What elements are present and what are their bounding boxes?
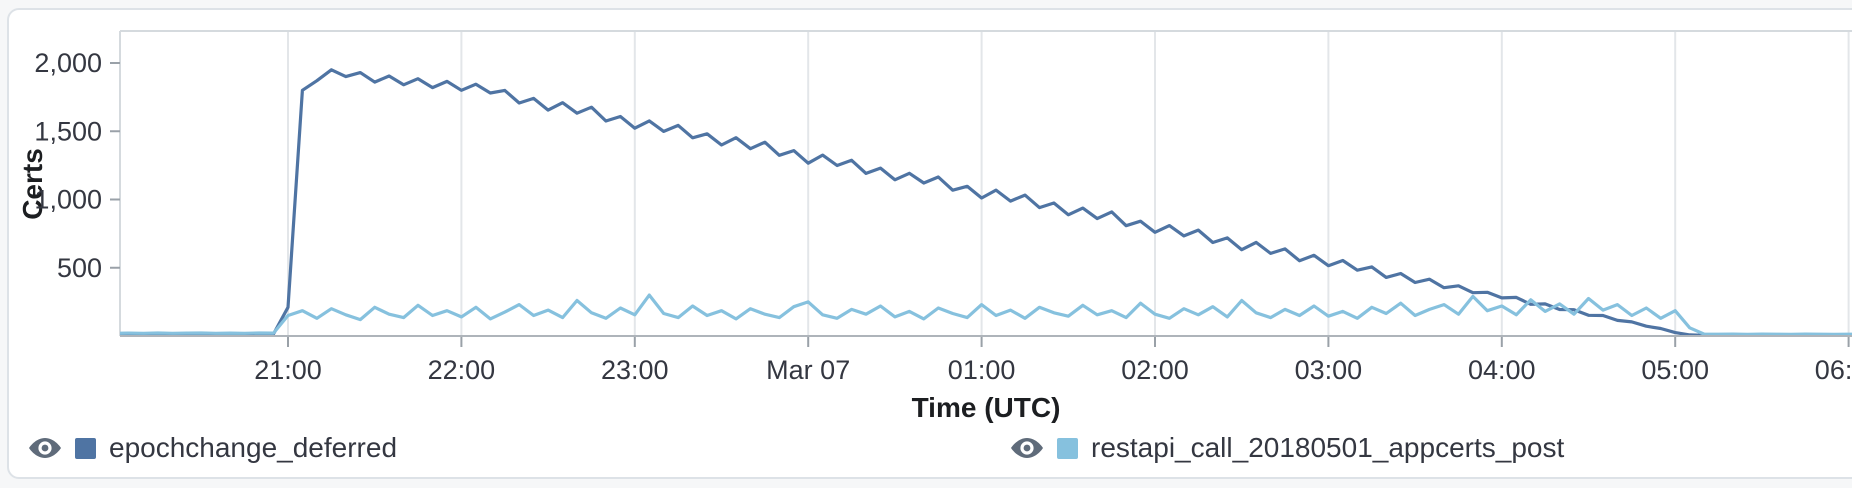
x-tick-label: 01:00 <box>948 355 1016 385</box>
series-line-restapi_call_20180501_appcerts_post <box>120 293 1852 336</box>
timeseries-chart[interactable]: 500 1,000 1,500 2,000 21:00 22:00 23:00 Mar 07 0… <box>0 0 1852 424</box>
x-tick-label: 06:00 <box>1815 355 1852 385</box>
x-tick-label: 22:00 <box>428 355 496 385</box>
x-tick-label: 23:00 <box>601 355 669 385</box>
legend-label: restapi_call_20180501_appcerts_post <box>1091 432 1565 463</box>
legend-swatch <box>1057 437 1078 459</box>
x-tick-label: 02:00 <box>1121 355 1189 385</box>
eye-icon[interactable] <box>28 437 62 459</box>
y-tick-label: 1,000 <box>34 185 102 215</box>
series-line-epochchange_deferred <box>120 68 1706 337</box>
y-tick-label: 1,500 <box>34 116 102 146</box>
y-tick-label: 500 <box>57 253 102 283</box>
x-tick-label: 04:00 <box>1468 355 1536 385</box>
x-tick-label: 05:00 <box>1641 355 1709 385</box>
eye-icon[interactable] <box>1010 437 1044 459</box>
legend-swatch <box>75 437 96 459</box>
legend-label: epochchange_deferred <box>109 432 398 463</box>
legend-item-restapi-call[interactable]: restapi_call_20180501_appcerts_post <box>1010 430 1564 466</box>
chart-panel <box>7 8 1852 479</box>
y-tick-label: 2,000 <box>34 48 102 78</box>
legend-item-epochchange-deferred[interactable]: epochchange_deferred <box>28 430 397 466</box>
x-tick-label: 21:00 <box>254 355 322 385</box>
x-axis-title: Time (UTC) <box>911 392 1061 423</box>
x-tick-label: 03:00 <box>1295 355 1363 385</box>
x-tick-label: Mar 07 <box>766 355 850 385</box>
